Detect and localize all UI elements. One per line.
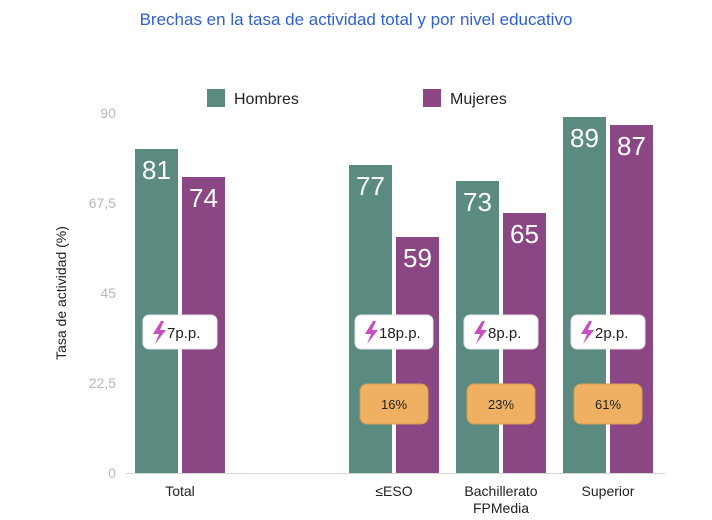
- bar-value-label: 89: [570, 123, 599, 153]
- gap-label: 18p.p.: [379, 325, 421, 342]
- category-label: Bachillerato FPMedia: [464, 483, 537, 516]
- y-axis-label: Tasa de actividad (%): [53, 226, 69, 360]
- lightning-bolt-icon: [581, 321, 594, 344]
- category-label: Total: [165, 483, 195, 499]
- bar: [396, 237, 439, 473]
- gap-label: 2p.p.: [595, 325, 628, 342]
- y-tick-label: 45: [100, 285, 116, 301]
- legend-swatch: [207, 89, 225, 107]
- percent-badge-label: 23%: [488, 397, 514, 412]
- y-tick-label: 90: [100, 105, 116, 121]
- y-tick-label: 22,5: [89, 375, 116, 391]
- bar-value-label: 73: [463, 187, 492, 217]
- lightning-bolt-icon: [365, 321, 378, 344]
- bar: [135, 149, 178, 473]
- chart-title: Brechas en la tasa de actividad total y …: [139, 10, 573, 29]
- category-label: ≤ESO: [375, 483, 412, 499]
- bar-value-label: 65: [510, 219, 539, 249]
- legend-label: Mujeres: [450, 91, 507, 108]
- lightning-bolt-icon: [153, 321, 166, 344]
- percent-badge-label: 61%: [595, 397, 621, 412]
- y-tick-label: 0: [108, 465, 116, 481]
- bar-value-label: 59: [403, 243, 432, 273]
- legend-label: Hombres: [234, 91, 299, 108]
- category-label: Superior: [582, 483, 635, 499]
- y-tick-label: 67,5: [89, 195, 116, 211]
- legend-swatch: [423, 89, 441, 107]
- bar-value-label: 87: [617, 131, 646, 161]
- percent-badge: [466, 383, 536, 425]
- bar-value-label: 77: [356, 171, 385, 201]
- gap-label: 7p.p.: [167, 325, 200, 342]
- lightning-bolt-icon: [474, 321, 487, 344]
- percent-badge: [359, 383, 429, 425]
- gap-label: 8p.p.: [488, 325, 521, 342]
- bar-value-label: 81: [142, 155, 171, 185]
- percent-badge: [573, 383, 643, 425]
- percent-badge-label: 16%: [381, 397, 407, 412]
- bar-value-label: 74: [189, 183, 218, 213]
